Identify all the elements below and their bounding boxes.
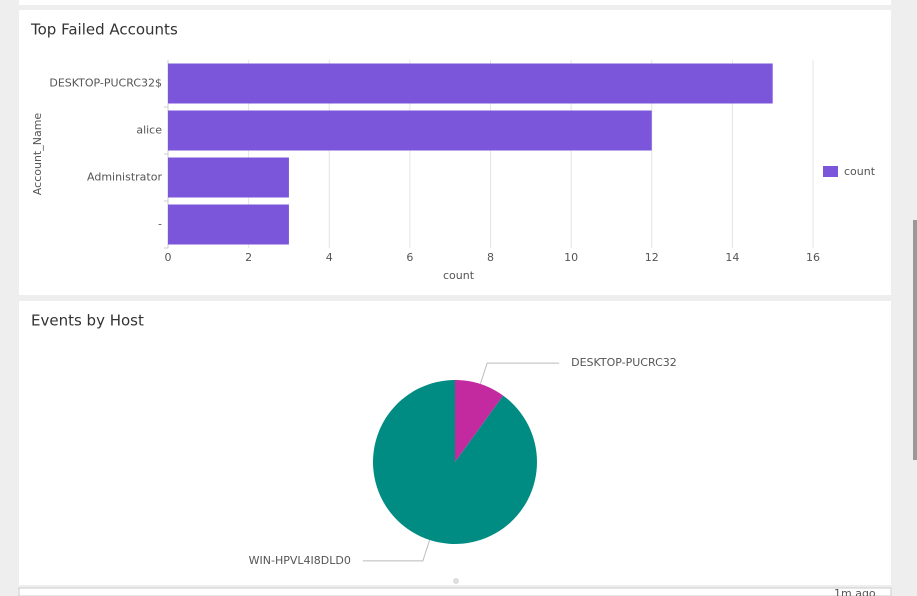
panel-top [19, 0, 891, 5]
x-axis-label: count [443, 269, 475, 282]
bar [168, 110, 652, 151]
chart-title: Top Failed Accounts [30, 21, 178, 39]
y-axis-label: Account_Name [31, 113, 44, 196]
x-tick-label: 0 [165, 251, 172, 264]
x-tick-label: 10 [564, 251, 578, 264]
y-tick-label: Administrator [87, 171, 162, 184]
slice-label: WIN-HPVL4I8DLD0 [249, 554, 351, 567]
leader-line [362, 539, 431, 562]
slice-label: DESKTOP-PUCRC32 [571, 356, 677, 369]
x-tick-label: 16 [806, 251, 820, 264]
pie-slice [373, 380, 537, 544]
bar [168, 157, 289, 198]
panel [19, 10, 891, 295]
y-tick-label: DESKTOP-PUCRC32$ [49, 77, 162, 90]
y-tick-label: alice [136, 124, 162, 137]
x-tick-label: 6 [406, 251, 413, 264]
pie-slice [455, 380, 504, 462]
bar [168, 204, 289, 245]
leader-line [479, 362, 560, 385]
x-tick-label: 12 [645, 251, 659, 264]
bar [168, 63, 773, 104]
status: 1m ago [834, 587, 876, 596]
x-tick-label: 2 [245, 251, 252, 264]
legend-label: count [844, 165, 876, 178]
panel-next [18, 587, 892, 596]
x-tick-label: 4 [326, 251, 333, 264]
y-tick-label: - [158, 218, 162, 231]
legend-swatch [823, 166, 838, 177]
x-tick-label: 8 [487, 251, 494, 264]
resize-dot [453, 578, 459, 584]
chart-title: Events by Host [31, 312, 144, 330]
x-tick-label: 14 [725, 251, 739, 264]
scrollbar[interactable] [913, 220, 917, 460]
